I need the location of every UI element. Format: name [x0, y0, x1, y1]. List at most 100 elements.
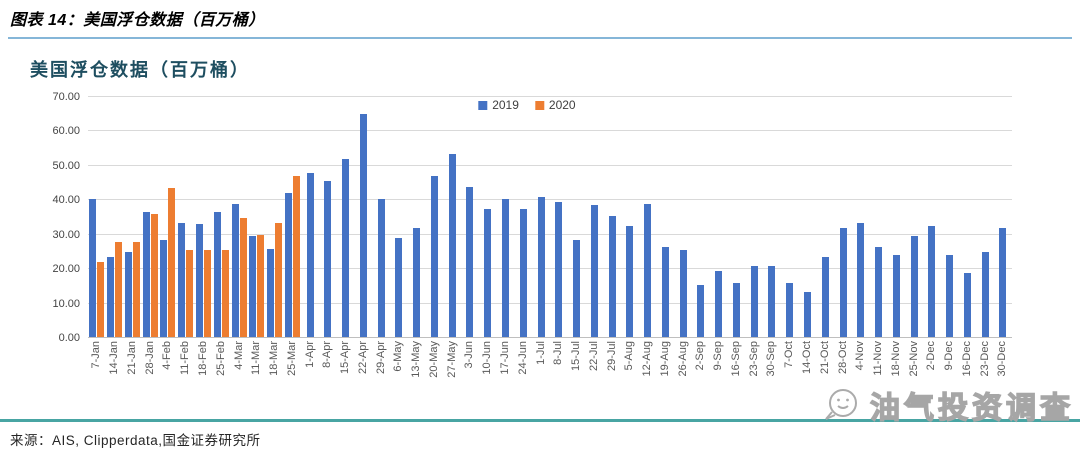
x-tick-cell: 9-Sep: [710, 341, 728, 403]
gridline-30: [88, 233, 1012, 235]
x-tick-label: 25-Feb: [214, 341, 227, 376]
gridline-70: [88, 96, 1012, 97]
x-tick-cell: 15-Jul: [568, 341, 586, 403]
legend-item-2020: 2020: [534, 98, 576, 112]
week-group-11-Mar: [248, 97, 266, 338]
x-axis-labels: 7-Jan 14-Jan 21-Jan 28-Jan 4-Feb 11-Feb 18-Feb…: [88, 341, 1012, 403]
x-tick-cell: 10-Jun: [479, 341, 497, 403]
bar-2019-6-May: [395, 238, 403, 338]
gridline-40: [88, 199, 1012, 201]
doc-title: 图表 14：美国浮仓数据（百万桶）: [10, 12, 265, 29]
x-tick-label: 13-May: [410, 341, 423, 378]
x-tick-label: 9-Dec: [943, 341, 956, 371]
week-group-25-Mar: [283, 97, 301, 338]
bar-2020-11-Mar: [257, 234, 265, 338]
bar-2019-29-Apr: [377, 198, 385, 338]
x-tick-label: 1-Jul: [534, 341, 547, 365]
bar-2019-25-Nov: [910, 236, 918, 338]
x-tick-cell: 24-Jun: [514, 341, 532, 403]
x-tick-cell: 29-Apr: [372, 341, 390, 403]
x-tick-label: 10-Jun: [481, 341, 494, 375]
week-group-16-Dec: [959, 97, 977, 338]
x-tick-cell: 28-Jan: [141, 341, 159, 403]
week-group-23-Sep: [745, 97, 763, 338]
x-tick-label: 4-Nov: [854, 341, 867, 371]
week-group-14-Oct: [799, 97, 817, 338]
y-tick-label: 0.00: [58, 332, 80, 344]
bar-2020-21-Jan: [132, 241, 140, 338]
x-tick-label: 15-Apr: [339, 341, 352, 375]
week-group-8-Jul: [550, 97, 568, 338]
x-tick-label: 23-Sep: [747, 341, 760, 377]
bar-2020-28-Jan: [150, 214, 158, 338]
bar-2019-25-Feb: [213, 212, 221, 338]
bar-2019-4-Nov: [857, 222, 865, 338]
bar-2019-9-Sep: [715, 270, 723, 338]
x-tick-cell: 25-Mar: [283, 341, 301, 403]
bar-2019-14-Jan: [107, 257, 115, 338]
x-tick-label: 8-Jul: [552, 341, 565, 365]
week-group-27-May: [443, 97, 461, 338]
week-group-18-Feb: [195, 97, 213, 338]
x-tick-label: 11-Mar: [250, 341, 263, 376]
x-tick-cell: 25-Nov: [905, 341, 923, 403]
week-group-11-Feb: [177, 97, 195, 338]
x-tick-cell: 16-Sep: [728, 341, 746, 403]
source-text: 来源：AIS, Clipperdata,国金证券研究所: [10, 433, 261, 448]
bar-2020-7-Jan: [97, 262, 105, 338]
x-tick-label: 11-Feb: [179, 341, 192, 376]
y-tick-label: 50.00: [52, 159, 80, 172]
week-group-15-Apr: [337, 97, 355, 338]
bar-2019-11-Nov: [875, 246, 883, 338]
bar-2020-14-Jan: [115, 241, 123, 338]
x-tick-label: 16-Sep: [729, 341, 742, 377]
x-tick-label: 14-Jan: [108, 341, 121, 375]
x-tick-cell: 7-Jan: [88, 341, 106, 403]
bar-2019-25-Mar: [284, 193, 292, 338]
bar-2020-18-Mar: [275, 222, 283, 338]
x-tick-label: 26-Aug: [676, 341, 689, 377]
x-tick-cell: 8-Apr: [319, 341, 337, 403]
y-tick-label: 30.00: [52, 228, 80, 241]
bar-2019-17-Jun: [501, 198, 509, 338]
bars-row: [88, 97, 1012, 338]
week-group-9-Sep: [710, 97, 728, 338]
x-tick-label: 25-Nov: [907, 341, 920, 377]
bar-2020-18-Feb: [203, 250, 211, 338]
week-group-19-Aug: [657, 97, 675, 338]
x-tick-cell: 1-Jul: [532, 341, 550, 403]
week-group-23-Dec: [976, 97, 994, 338]
week-group-18-Nov: [887, 97, 905, 338]
x-tick-cell: 26-Aug: [674, 341, 692, 403]
x-tick-cell: 6-May: [390, 341, 408, 403]
bar-2019-28-Jan: [142, 212, 150, 338]
x-tick-cell: 23-Dec: [976, 341, 994, 403]
week-group-4-Feb: [159, 97, 177, 338]
x-tick-label: 18-Nov: [889, 341, 902, 377]
x-tick-label: 30-Dec: [996, 341, 1009, 377]
bar-2019-22-Jul: [590, 205, 598, 338]
x-tick-cell: 15-Apr: [337, 341, 355, 403]
x-tick-label: 12-Aug: [641, 341, 654, 377]
x-tick-cell: 23-Sep: [745, 341, 763, 403]
bar-2019-7-Jan: [89, 198, 97, 338]
x-tick-cell: 3-Jun: [461, 341, 479, 403]
bar-2019-7-Oct: [786, 282, 794, 338]
x-tick-label: 11-Nov: [872, 341, 885, 376]
x-tick-cell: 30-Sep: [763, 341, 781, 403]
week-group-30-Dec: [994, 97, 1012, 338]
week-group-18-Mar: [266, 97, 284, 338]
week-group-25-Nov: [905, 97, 923, 338]
x-tick-label: 25-Mar: [285, 341, 298, 376]
week-group-6-May: [390, 97, 408, 338]
week-group-2-Dec: [923, 97, 941, 338]
bar-2019-12-Aug: [644, 203, 652, 338]
y-tick-label: 40.00: [52, 194, 80, 207]
legend-swatch-2019: [478, 100, 488, 110]
bar-2019-18-Nov: [892, 255, 900, 338]
x-tick-label: 7-Oct: [783, 341, 796, 368]
x-tick-label: 29-Apr: [374, 341, 387, 375]
x-tick-label: 2-Dec: [925, 341, 938, 371]
bar-2019-21-Oct: [821, 257, 829, 338]
week-group-7-Jan: [88, 97, 106, 338]
